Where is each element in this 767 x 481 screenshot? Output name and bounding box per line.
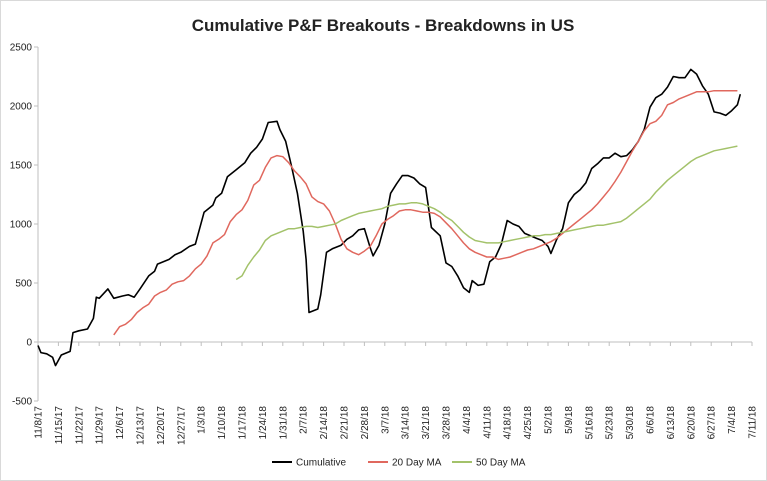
x-tick-label: 6/20/18 [686, 406, 697, 440]
x-tick-label: 11/15/17 [54, 406, 65, 445]
x-tick-label: 3/21/18 [421, 406, 432, 440]
series-layer [37, 68, 742, 367]
series-line-cumulative [37, 68, 742, 367]
x-tick-label: 4/4/18 [462, 406, 473, 434]
x-tick-label: 3/14/18 [401, 406, 412, 440]
x-tick-label: 11/29/17 [95, 406, 106, 445]
x-tick-label: 1/3/18 [197, 406, 208, 434]
y-tick-label: -500 [12, 397, 32, 408]
y-tick-label: 0 [26, 338, 32, 349]
x-tick-label: 3/28/18 [442, 406, 453, 440]
x-tick-label: 2/28/18 [360, 406, 371, 440]
y-tick-label: 500 [15, 279, 32, 290]
x-tick-label: 7/11/18 [748, 406, 759, 439]
y-tick-label: 1000 [10, 220, 33, 231]
x-tick-label: 5/9/18 [564, 406, 575, 434]
x-tick-label: 11/8/17 [34, 406, 45, 439]
x-tick-label: 6/13/18 [666, 406, 677, 440]
legend-label: 50 Day MA [476, 458, 526, 469]
legend: Cumulative 20 Day MA 50 Day MA [272, 458, 526, 469]
x-tick-label: 5/16/18 [584, 406, 595, 440]
x-tick-label: 4/25/18 [523, 406, 534, 440]
series-line-50-day-ma [235, 145, 738, 281]
x-tick-label: 12/13/17 [136, 406, 147, 445]
x-tick-label: 5/23/18 [605, 406, 616, 440]
legend-label: 20 Day MA [392, 458, 442, 469]
y-tick-label: 1500 [10, 161, 33, 172]
y-axis: -500 0 500 1000 1500 2000 2500 [10, 43, 39, 408]
x-tick-label: 4/18/18 [503, 406, 514, 440]
x-tick-label: 5/30/18 [625, 406, 636, 440]
legend-label: Cumulative [296, 458, 346, 469]
x-tick-label: 1/10/18 [217, 406, 228, 440]
x-tick-label: 2/21/18 [340, 406, 351, 440]
y-tick-label: 2000 [10, 102, 33, 113]
x-tick-label: 4/11/18 [482, 406, 493, 439]
y-tick-label: 2500 [10, 43, 33, 54]
x-tick-label: 6/27/18 [707, 406, 718, 440]
x-tick-label: 1/17/18 [238, 406, 249, 440]
x-tick-label: 1/24/18 [258, 406, 269, 440]
chart-title: Cumulative P&F Breakouts - Breakdowns in… [192, 16, 575, 35]
x-tick-label: 12/6/17 [115, 406, 126, 440]
x-tick-label: 12/20/17 [156, 406, 167, 445]
x-tick-label: 3/7/18 [380, 406, 391, 434]
series-line-20-day-ma [113, 89, 738, 336]
x-tick-label: 2/14/18 [319, 406, 330, 440]
x-tick-label: 7/4/18 [727, 406, 738, 434]
x-tick-label: 12/27/17 [176, 406, 187, 445]
x-axis: 11/8/17 11/15/17 11/22/17 11/29/17 12/6/17 12… [34, 341, 759, 445]
x-tick-label: 5/2/18 [544, 406, 555, 434]
x-tick-label: 11/22/17 [74, 406, 85, 445]
x-tick-label: 1/31/18 [278, 406, 289, 440]
x-tick-label: 2/7/18 [299, 406, 310, 434]
x-tick-label: 6/6/18 [646, 406, 657, 434]
